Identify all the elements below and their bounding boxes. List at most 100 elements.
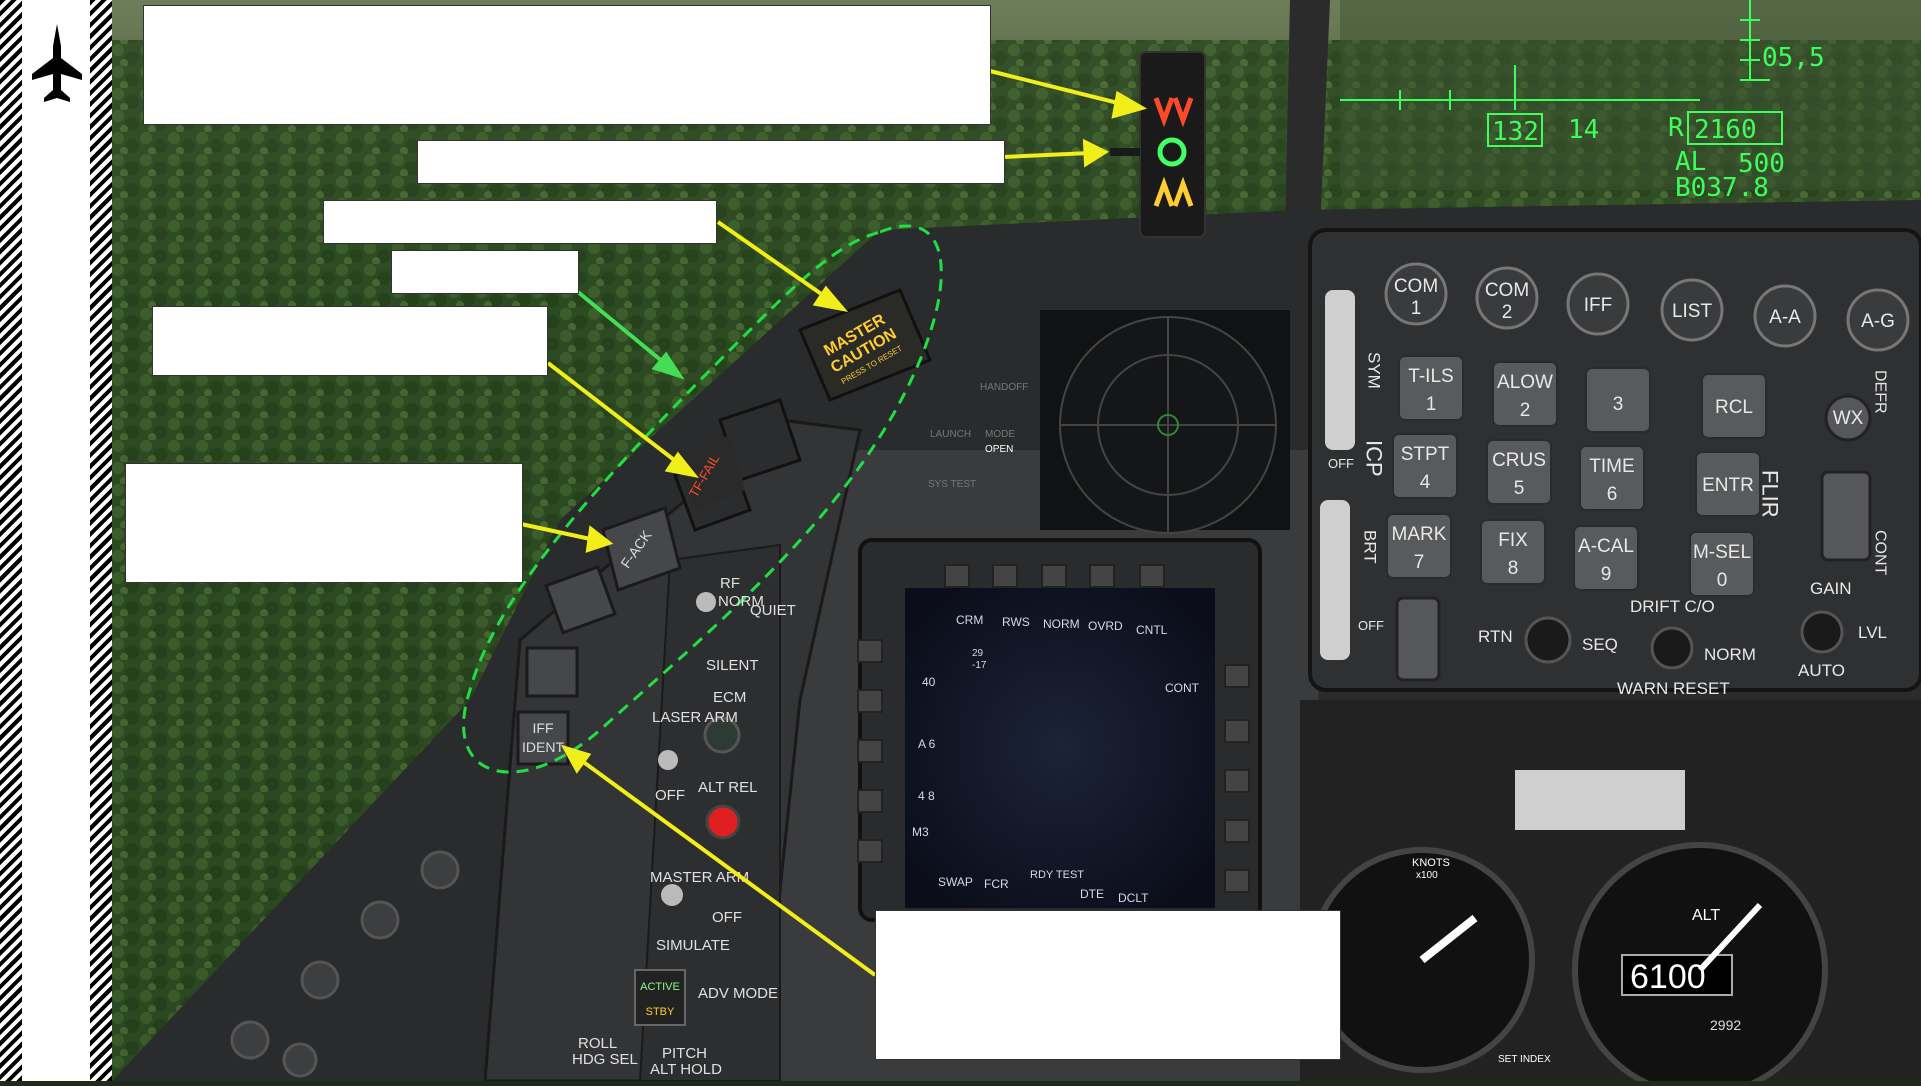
svg-text:A-CAL: A-CAL [1578,536,1634,557]
svg-text:4: 4 [1420,472,1431,493]
svg-text:LVL: LVL [1858,623,1887,642]
iff-ident-button[interactable]: IFF IDENT [516,710,570,766]
icp-key-3[interactable]: 3 [1585,367,1651,433]
svg-text:SIMULATE: SIMULATE [656,937,730,954]
icp-aa-button[interactable] [1753,284,1817,348]
svg-text:OFF: OFF [655,787,685,804]
svg-text:RDY TEST: RDY TEST [1030,869,1084,881]
svg-text:29: 29 [972,648,984,659]
hud-altitude: 2160 [1694,115,1757,145]
ecm-button[interactable] [703,716,741,754]
svg-text:CRM: CRM [956,613,983,627]
svg-text:DEFR: DEFR [1872,370,1889,414]
svg-text:3: 3 [1613,394,1624,415]
svg-text:40: 40 [922,675,936,689]
hud-value-1: 05,5 [1762,43,1825,73]
svg-text:WARN RESET: WARN RESET [1617,679,1730,698]
icp-iff-button[interactable] [1566,272,1630,336]
svg-text:AUTO: AUTO [1798,661,1845,680]
icp-ag-button[interactable] [1846,288,1910,352]
svg-text:DTE: DTE [1080,887,1104,901]
svg-text:ENTR: ENTR [1702,475,1754,496]
svg-text:-17: -17 [972,660,987,671]
svg-text:M-SEL: M-SEL [1693,542,1751,563]
svg-text:FIX: FIX [1498,530,1528,551]
fighter-jet-icon [32,24,82,102]
svg-text:IDENT: IDENT [522,739,564,755]
svg-text:COM: COM [1394,276,1438,297]
svg-text:HANDOFF: HANDOFF [980,382,1028,393]
svg-text:SET INDEX: SET INDEX [1498,1054,1551,1065]
svg-text:COM: COM [1485,280,1529,301]
tf-fail-light[interactable]: TF-FAIL [680,435,745,510]
svg-text:ALT HOLD: ALT HOLD [650,1061,722,1078]
svg-text:HDG SEL: HDG SEL [572,1051,638,1068]
callout-box-aoa-indexer [143,5,991,125]
svg-text:1: 1 [1426,394,1437,415]
callout-box-tf-fail [152,306,548,376]
icp-key-6[interactable]: TIME 6 [1579,445,1645,511]
svg-text:CONT: CONT [1872,530,1889,576]
icp-list-button[interactable] [1660,278,1724,342]
icp-key-0[interactable]: M-SEL 0 [1689,531,1755,597]
aoa-indexer [1110,51,1206,238]
svg-text:ICP: ICP [1362,440,1387,477]
icp-key-1[interactable]: T-ILS 1 [1398,355,1464,421]
svg-text:ALT: ALT [1692,907,1720,924]
icp-key-8[interactable]: FIX 8 [1480,519,1546,585]
svg-text:CNTL: CNTL [1136,623,1168,637]
sidebar-hatch-left [0,0,22,1081]
svg-text:CRUS: CRUS [1492,450,1546,471]
hud-symbology [1340,0,1783,147]
svg-text:DCLT: DCLT [1118,891,1149,905]
hud-bearing: B037.8 [1675,173,1769,203]
icp-key-7[interactable]: MARK 7 [1386,513,1452,579]
svg-text:T-ILS: T-ILS [1408,366,1453,387]
svg-text:RTN: RTN [1478,627,1513,646]
icp-key-entr[interactable]: ENTR [1695,451,1761,517]
svg-text:ALT REL: ALT REL [698,779,757,796]
svg-text:x100: x100 [1416,870,1438,881]
icp-key-4[interactable]: STPT 4 [1392,433,1458,499]
flir-rocker[interactable] [1820,470,1872,562]
svg-text:IFF: IFF [533,720,554,736]
left-sidebar [0,0,112,1081]
icp-com2-button[interactable] [1475,266,1539,330]
svg-text:LAUNCH: LAUNCH [930,429,971,440]
svg-text:OVRD: OVRD [1088,619,1123,633]
svg-text:OPEN: OPEN [985,444,1013,455]
svg-text:STBY: STBY [646,1006,675,1018]
svg-text:MARK: MARK [1392,524,1447,545]
svg-text:IFF: IFF [1584,295,1613,316]
svg-text:NORM: NORM [718,593,764,610]
icp-key-rcl[interactable]: RCL [1701,373,1767,439]
master-arm-switch[interactable] [661,884,683,906]
svg-text:OFF: OFF [712,909,742,926]
dobber-switch[interactable] [1524,616,1572,664]
icp-key-2[interactable]: ALOW 2 [1492,361,1558,427]
svg-text:MODE: MODE [985,429,1015,440]
laser-arm-switch[interactable] [658,750,678,770]
svg-text:0: 0 [1717,570,1728,591]
f-ack-button[interactable]: F-ACK [601,506,682,592]
icp-key-5[interactable]: CRUS 5 [1486,439,1552,505]
drift-switch[interactable] [1650,626,1694,670]
hud-al: AL [1675,147,1706,177]
alt-rel-button[interactable] [705,804,741,840]
rf-switch[interactable] [696,592,716,612]
svg-text:OFF: OFF [1328,456,1354,471]
icp-key-9[interactable]: A-CAL 9 [1573,525,1639,591]
sidebar-hatch-right [90,0,112,1081]
svg-text:ALOW: ALOW [1497,372,1553,393]
hud-gain-switch[interactable] [1800,610,1844,654]
svg-text:8: 8 [1508,558,1519,579]
icp-com1-button[interactable] [1384,262,1448,326]
svg-text:7: 7 [1414,552,1425,573]
svg-text:TIME: TIME [1589,456,1634,477]
svg-text:1: 1 [1411,298,1422,319]
svg-text:RWS: RWS [1002,615,1030,629]
brt-rocker[interactable] [1395,596,1441,682]
callout-box-aoa-on-speed [417,140,1005,184]
icp-wx-button[interactable] [1824,394,1872,442]
